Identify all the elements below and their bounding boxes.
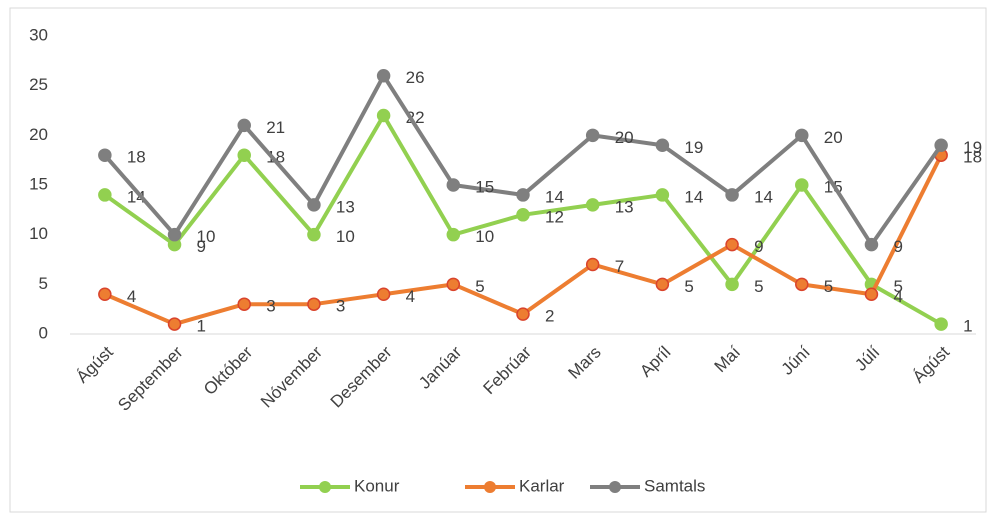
- data-label: 2: [545, 307, 554, 326]
- legend-marker: [609, 481, 621, 493]
- marker: [864, 287, 879, 302]
- data-label: 1: [963, 317, 972, 336]
- marker: [446, 178, 461, 192]
- data-label: 14: [754, 187, 773, 206]
- data-label: 12: [545, 207, 564, 226]
- marker: [98, 287, 112, 302]
- data-label: 9: [893, 237, 902, 256]
- marker: [516, 307, 530, 321]
- marker: [585, 257, 600, 272]
- data-label: 22: [406, 108, 425, 127]
- marker: [934, 317, 948, 331]
- data-label: 18: [266, 148, 285, 167]
- legend-label: Konur: [354, 476, 400, 495]
- chart-frame: [9, 7, 987, 513]
- marker: [167, 317, 182, 331]
- data-label: 5: [824, 277, 833, 296]
- data-label: 14: [127, 187, 146, 206]
- y-tick-label: 0: [39, 323, 48, 342]
- data-label: 4: [406, 287, 415, 306]
- data-label: 3: [336, 297, 345, 316]
- data-label: 5: [893, 277, 902, 296]
- data-label: 3: [266, 297, 275, 316]
- marker: [516, 188, 530, 202]
- data-label: 13: [336, 197, 355, 216]
- data-label: 21: [266, 118, 285, 137]
- data-label: 7: [615, 257, 624, 276]
- y-tick-label: 25: [29, 75, 48, 94]
- marker: [98, 148, 112, 162]
- data-label: 15: [475, 177, 494, 196]
- legend-marker: [319, 481, 331, 493]
- y-tick-label: 30: [29, 25, 48, 44]
- y-tick-label: 20: [29, 125, 48, 144]
- data-label: 9: [197, 237, 206, 256]
- marker: [655, 138, 670, 153]
- y-tick-label: 5: [39, 274, 48, 293]
- data-label: 10: [336, 227, 355, 246]
- marker: [585, 198, 600, 212]
- data-label: 5: [754, 277, 763, 296]
- marker: [795, 128, 809, 143]
- marker: [655, 188, 670, 202]
- data-label: 19: [684, 138, 703, 157]
- data-label: 19: [963, 138, 982, 157]
- data-label: 20: [615, 128, 634, 147]
- data-label: 18: [963, 148, 982, 167]
- data-label: 26: [406, 68, 425, 87]
- marker: [237, 148, 251, 162]
- data-label: 4: [893, 287, 902, 306]
- marker: [795, 277, 809, 292]
- legend-marker: [484, 481, 496, 493]
- marker: [307, 198, 321, 212]
- data-label: 14: [545, 187, 564, 206]
- data-label: 1: [197, 317, 206, 336]
- marker: [376, 108, 391, 123]
- data-label: 5: [684, 277, 693, 296]
- marker: [725, 188, 739, 202]
- marker: [307, 227, 321, 242]
- marker: [446, 277, 461, 292]
- data-label: 13: [615, 197, 634, 216]
- data-label: 10: [197, 227, 216, 246]
- marker: [237, 118, 251, 133]
- y-tick-label: 10: [29, 224, 48, 243]
- marker: [725, 237, 739, 252]
- marker: [725, 277, 739, 292]
- marker: [585, 128, 600, 143]
- data-label: 10: [475, 227, 494, 246]
- marker: [307, 297, 321, 311]
- marker: [934, 138, 948, 153]
- marker: [795, 178, 809, 192]
- marker: [446, 227, 461, 242]
- data-label: 14: [684, 187, 703, 206]
- data-label: 4: [127, 287, 136, 306]
- legend-label: Karlar: [519, 476, 565, 495]
- marker: [376, 287, 391, 302]
- data-label: 20: [824, 128, 843, 147]
- marker: [655, 277, 670, 292]
- marker: [376, 68, 391, 83]
- data-label: 5: [475, 277, 484, 296]
- marker: [516, 208, 530, 222]
- marker: [237, 297, 251, 311]
- marker: [864, 237, 879, 252]
- data-label: 9: [754, 237, 763, 256]
- legend-label: Samtals: [644, 476, 705, 495]
- data-label: 18: [127, 148, 146, 167]
- y-tick-label: 15: [29, 174, 48, 193]
- marker: [98, 188, 112, 202]
- marker: [167, 227, 182, 242]
